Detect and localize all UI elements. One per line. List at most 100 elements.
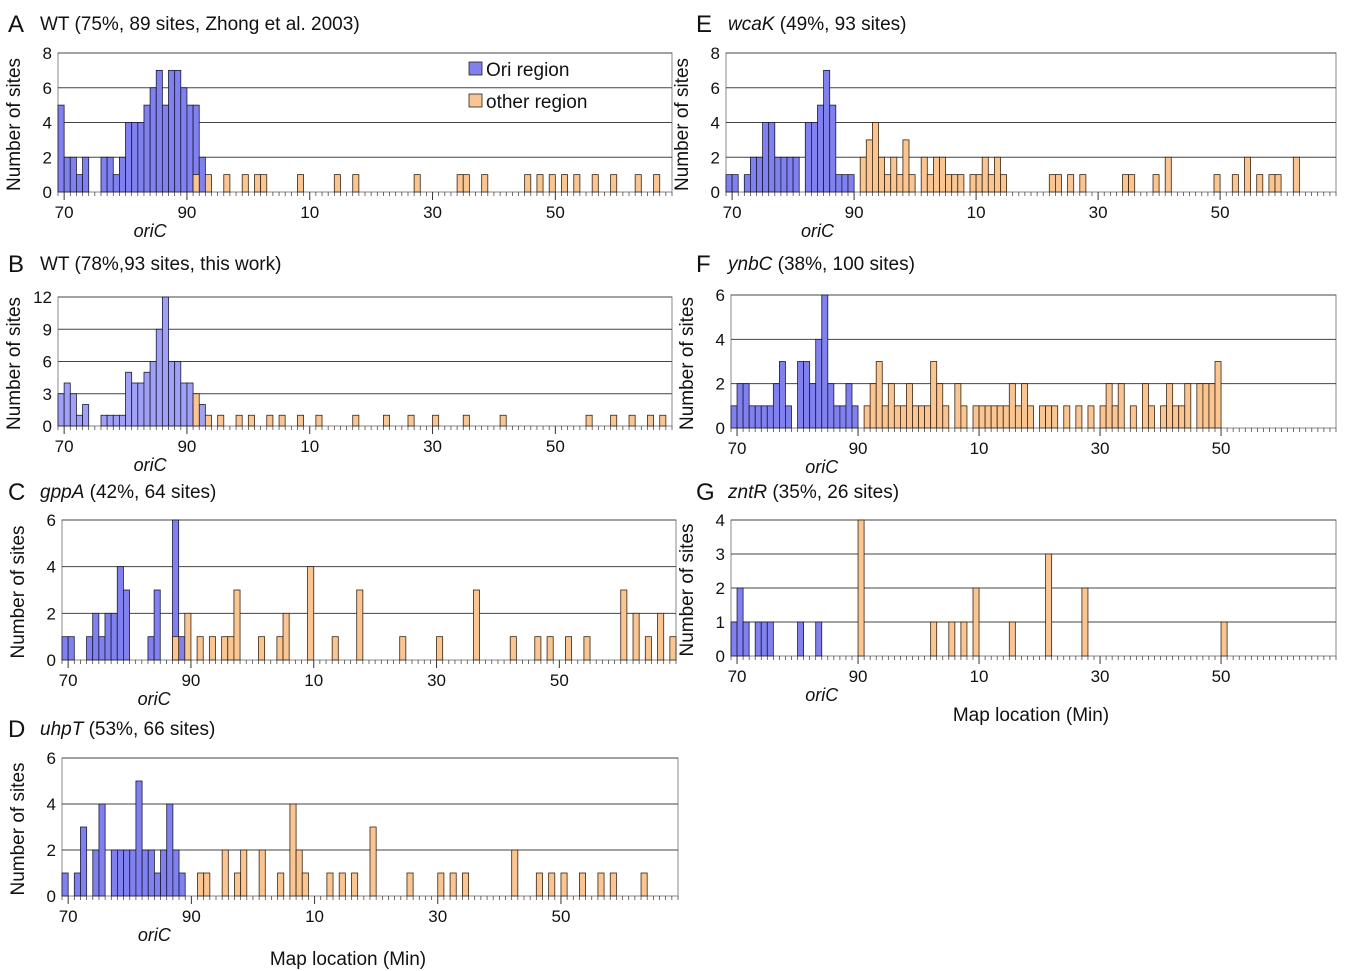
bar-other-F-144 [1184,383,1192,429]
bar-ori-C-19 [178,636,186,661]
bar-ori-A-21 [186,104,194,193]
bar-ori-B-13 [137,382,145,427]
bar-ori-B-1 [63,382,71,427]
y-tick-E-6: 6 [711,79,720,98]
bar-ori-D-18 [172,849,180,897]
bar-other-C-142 [509,636,517,661]
bar-ori-E-17 [829,104,837,193]
oric-label-C: oriC [138,689,172,709]
x-tick-label-A-90: 90 [177,203,196,222]
bar-other-D-130 [437,872,445,897]
bar-other-C-93 [208,636,216,661]
bar-ori-C-6 [98,636,106,661]
bar-other-F-146 [1196,383,1204,429]
panel-title-A: WT (75%, 89 sites, Zhong et al. 2003) [40,14,360,35]
bar-other-D-150 [560,872,568,897]
bar-ori-E-11 [792,156,800,193]
bar-other-B-105 [278,414,286,427]
bar-other-A-147 [536,174,544,193]
bar-ori-G-2 [742,621,750,657]
bar-other-E-134 [1122,174,1129,193]
bar-other-G-121 [1045,553,1053,657]
bar-other-B-122 [383,414,390,427]
bar-other-E-158 [1268,174,1276,193]
bar-other-E-98 [902,139,910,193]
bar-ori-E-3 [743,174,751,193]
bar-ori-D-14 [147,849,155,897]
bar-ori-C-8 [110,612,118,661]
bar-ori-C-7 [104,612,112,661]
bar-other-D-116 [351,872,359,897]
bar-other-F-99 [912,405,919,429]
bar-ori-G-0 [730,621,738,657]
bar-other-B-93 [204,414,212,427]
bar-other-B-162 [628,414,636,427]
bar-other-E-92 [865,139,873,193]
bar-other-F-114 [1002,405,1010,429]
bar-other-A-134 [456,174,464,193]
x-tick-label-F-30: 30 [1091,439,1110,458]
bar-ori-F-17 [833,405,841,429]
bar-other-F-98 [906,383,913,429]
bar-ori-A-3 [76,174,83,193]
bar-ori-C-1 [67,636,75,661]
bar-other-F-138 [1148,405,1155,429]
bar-ori-F-0 [730,405,738,429]
bar-ori-B-14 [143,371,151,427]
bar-other-B-126 [407,414,415,427]
bar-other-F-126 [1075,405,1083,429]
x-tick-label-C-70: 70 [59,671,78,690]
bar-ori-E-13 [804,122,812,193]
bar-other-F-117 [1021,383,1028,429]
bar-other-C-87 [172,636,180,661]
bar-other-A-99 [241,174,249,193]
bar-other-E-113 [994,156,1001,193]
bar-ori-E-15 [817,104,824,193]
bar-ori-B-17 [161,296,169,427]
panel-title-E: wcaK (49%, 93 sites) [728,14,906,35]
bar-ori-E-20 [847,174,855,193]
bar-other-C-162 [632,612,640,661]
bar-ori-F-4 [754,405,762,429]
bar-ori-B-16 [155,328,163,427]
bar-other-G-109 [972,587,980,657]
bar-ori-A-17 [161,104,169,193]
bar-other-G-90 [857,519,865,657]
x-tick-label-C-10: 10 [304,671,323,690]
bar-other-C-91 [196,636,204,661]
bar-ori-F-9 [785,405,792,429]
bar-other-D-132 [449,872,457,897]
bar-other-D-146 [535,872,543,897]
bar-other-C-97 [233,589,241,661]
bar-other-E-156 [1256,174,1264,193]
bar-other-F-147 [1202,383,1210,429]
bar-ori-D-6 [98,803,106,897]
legend-ori-swatch [468,61,483,76]
bar-other-F-135 [1129,405,1137,429]
x-tick-label-F-90: 90 [849,439,868,458]
y-tick-A-2: 2 [43,148,52,167]
bar-other-E-114 [1000,174,1007,193]
bar-other-F-137 [1142,383,1149,429]
bar-ori-B-8 [106,414,114,427]
bar-other-E-91 [859,156,867,193]
bar-ori-D-5 [92,849,100,897]
panel-letter-C: C [8,479,25,506]
bar-ori-E-19 [841,174,849,193]
bar-ori-A-11 [125,122,133,193]
bar-ori-C-10 [123,589,130,661]
bar-ori-A-19 [174,69,182,193]
bar-other-F-133 [1117,383,1125,429]
y-tick-B-3: 3 [43,385,52,404]
bar-other-G-102 [930,621,938,657]
y-tick-D-0: 0 [47,887,56,906]
bar-ori-G-6 [766,621,774,657]
bar-other-F-112 [990,405,998,429]
bar-other-F-93 [875,361,883,429]
y-tick-E-8: 8 [711,44,720,63]
bar-other-F-116 [1014,405,1022,429]
bar-other-E-102 [926,174,934,193]
bar-other-E-125 [1067,174,1075,193]
bar-ori-A-0 [57,104,65,193]
bar-other-A-108 [297,174,304,193]
